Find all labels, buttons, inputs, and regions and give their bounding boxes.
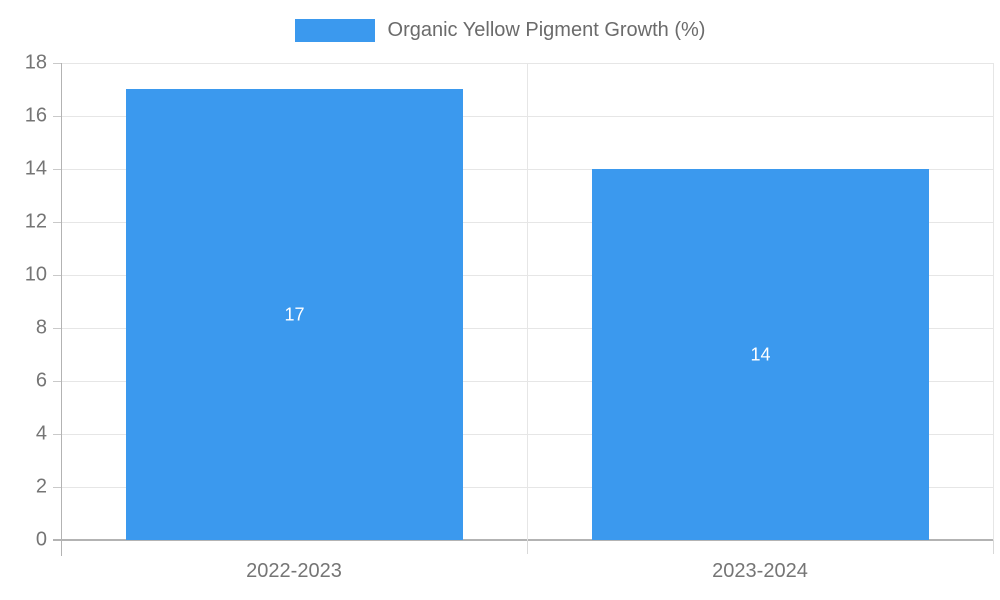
y-tick-label: 18 — [24, 51, 47, 74]
y-tick-label: 10 — [24, 263, 47, 286]
category-separator — [527, 63, 528, 540]
y-axis-tick — [53, 434, 61, 435]
y-axis-tick — [53, 487, 61, 488]
y-axis-line — [61, 63, 62, 556]
y-tick-label: 12 — [24, 210, 47, 233]
x-axis-line — [53, 539, 993, 541]
y-tick-label: 16 — [24, 104, 47, 127]
y-tick-label: 14 — [24, 157, 47, 180]
x-category-label: 2022-2023 — [246, 560, 342, 582]
plot-right-border — [993, 63, 994, 540]
y-tick-label: 8 — [35, 316, 47, 339]
y-tick-label: 2 — [35, 475, 47, 498]
y-tick-label: 0 — [35, 528, 47, 551]
chart-legend[interactable]: Organic Yellow Pigment Growth (%) — [0, 19, 1000, 42]
x-axis-tick — [993, 540, 994, 554]
legend-swatch — [294, 19, 375, 42]
bar-value-label: 14 — [750, 344, 771, 364]
x-category-label: 2023-2024 — [712, 560, 808, 582]
y-tick-label: 6 — [35, 369, 47, 392]
legend-series-label: Organic Yellow Pigment Growth (%) — [387, 19, 706, 41]
y-axis-tick — [53, 63, 61, 64]
y-tick-label: 4 — [35, 422, 47, 445]
x-axis-tick — [527, 540, 528, 554]
bar[interactable]: 14 — [592, 169, 929, 540]
y-axis-tick — [53, 381, 61, 382]
y-axis-tick — [53, 169, 61, 170]
bar[interactable]: 17 — [126, 89, 463, 540]
y-axis-tick — [53, 116, 61, 117]
plot-area: 0 2 4 6 8 10 12 14 16 18 2022-2023 17 2023-2024 14 — [25, 52, 994, 582]
y-axis-tick — [53, 275, 61, 276]
y-axis-tick — [53, 328, 61, 329]
y-axis-tick — [53, 222, 61, 223]
bar-value-label: 17 — [284, 304, 305, 324]
